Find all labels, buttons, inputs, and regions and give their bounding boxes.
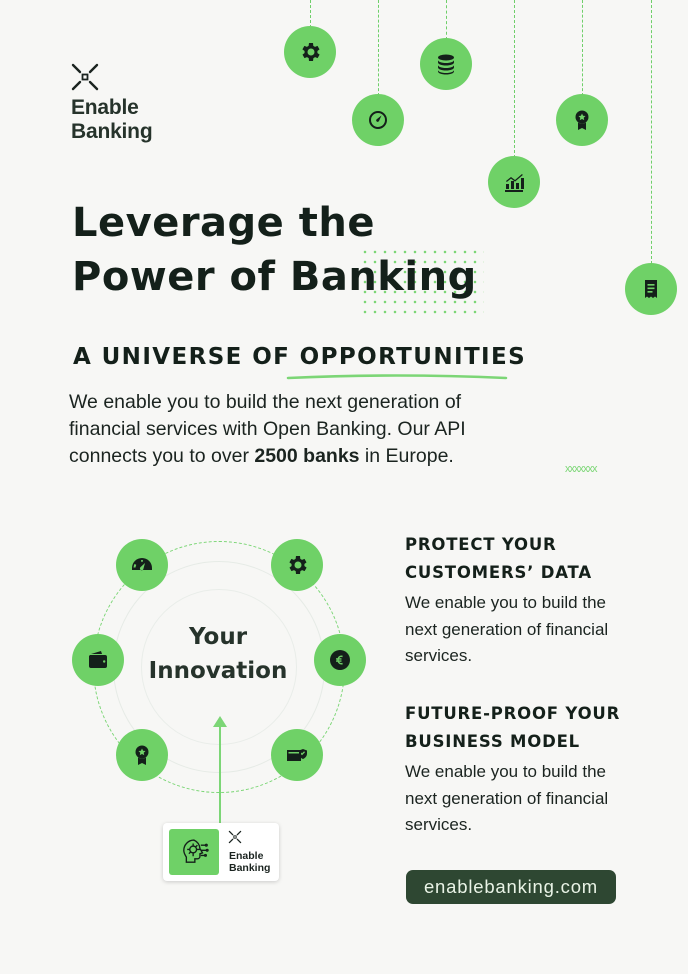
hang-string — [378, 0, 379, 96]
gauge-icon — [352, 94, 404, 146]
feature-title: FUTURE-PROOF YOUR BUSINESS MODEL — [405, 700, 665, 756]
center-line2: Innovation — [148, 658, 288, 684]
euro-icon — [314, 634, 366, 686]
card-line1: Enable — [229, 850, 264, 862]
brand-line1: Enable — [71, 96, 139, 119]
circuit-head-icon — [183, 839, 209, 863]
hang-string — [514, 0, 515, 158]
feature-title: PROTECT YOUR CUSTOMERS’ DATA — [405, 531, 665, 587]
title-line2: Power of Banking — [72, 254, 477, 300]
gear-icon — [271, 539, 323, 591]
award-icon — [116, 729, 168, 781]
card-brand-name: Enable Banking — [229, 850, 270, 874]
verified-card-icon — [271, 729, 323, 781]
arrow-shaft — [219, 723, 221, 823]
brand-line2: Banking — [71, 120, 153, 143]
enable-banking-card: Enable Banking — [163, 823, 279, 881]
website-link[interactable]: enablebanking.com — [406, 870, 616, 904]
brand-name: Enable Banking — [71, 96, 153, 144]
enable-banking-logo-icon — [71, 63, 99, 91]
hang-string — [651, 0, 652, 264]
card-line2: Banking — [229, 862, 271, 874]
x-pattern-decoration: xxxxxxx — [565, 463, 597, 475]
section-subheading: A UNIVERSE OF OPPORTUNITIES — [73, 344, 526, 370]
intro-text-end: in Europe. — [359, 445, 454, 467]
feature-title-line1: FUTURE-PROOF YOUR — [405, 704, 621, 723]
page-title: Leverage the Power of Banking — [72, 196, 477, 304]
subhead-highlight: OPPORTUNITIES — [299, 344, 527, 370]
arrow-head — [213, 716, 227, 727]
gear-icon — [284, 26, 336, 78]
coins-icon — [420, 38, 472, 90]
hang-string — [446, 0, 447, 40]
growth-chart-icon — [488, 156, 540, 208]
dot-grid-decoration — [360, 247, 484, 319]
feature-description: We enable you to build the next generati… — [405, 762, 609, 834]
feature-description: We enable you to build the next generati… — [405, 593, 609, 665]
feature-title-line2: CUSTOMERS’ DATA — [405, 563, 592, 582]
center-line1: Your — [188, 624, 248, 650]
subhead-prefix: A UNIVERSE OF — [73, 344, 300, 370]
award-icon — [556, 94, 608, 146]
title-line1: Leverage the — [72, 200, 375, 246]
chip-icon — [169, 829, 219, 875]
hang-string — [310, 0, 311, 28]
intro-paragraph: We enable you to build the next generati… — [69, 389, 499, 470]
receipt-icon — [625, 263, 677, 315]
enable-banking-logo-icon — [228, 830, 242, 844]
intro-text: We enable you to build the next generati… — [69, 391, 466, 467]
feature-title-line1: PROTECT YOUR — [405, 535, 557, 554]
feature-title-line2: BUSINESS MODEL — [405, 732, 580, 751]
speedometer-icon — [116, 539, 168, 591]
intro-bold: 2500 banks — [254, 445, 360, 467]
diagram-center-label: Your Innovation — [138, 620, 298, 688]
wallet-icon — [72, 634, 124, 686]
hang-string — [582, 0, 583, 96]
highlight-underline — [286, 374, 508, 380]
